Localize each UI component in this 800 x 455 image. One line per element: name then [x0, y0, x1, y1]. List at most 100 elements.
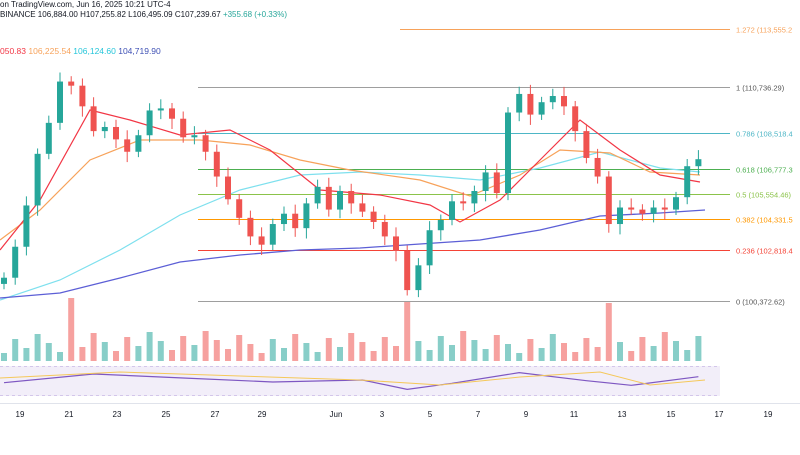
candle-body-19 — [213, 151, 220, 177]
volume-bar-26 — [292, 334, 299, 361]
candle-body-9 — [101, 126, 108, 132]
volume-bar-61 — [684, 350, 691, 361]
candle-body-60 — [673, 197, 679, 210]
volume-bar-55 — [617, 342, 623, 361]
source-text: on TradingView.com, Jun 16, 2025 10:21 U… — [0, 0, 171, 9]
ohlc-close: C107,239.67 — [174, 10, 221, 19]
x-tick-5: 29 — [258, 410, 267, 419]
volume-bar-52 — [583, 338, 590, 361]
volume-bar-2 — [23, 348, 30, 361]
volume-bar-59 — [661, 332, 668, 361]
volume-bar-22 — [247, 344, 254, 361]
candle-body-47 — [527, 93, 534, 115]
candle-body-56 — [628, 207, 635, 210]
ma-long-line — [0, 209, 706, 299]
ma-fast-value: 050.83 — [0, 46, 26, 56]
volume-bar-62 — [695, 336, 702, 361]
volume-bar-5 — [57, 352, 63, 361]
volume-bar-50 — [561, 343, 567, 361]
volume-bar-54 — [605, 303, 612, 361]
x-tick-3: 25 — [162, 410, 171, 419]
candle-body-52 — [583, 131, 590, 158]
candle-body-53 — [594, 157, 601, 177]
candle-body-23 — [258, 236, 265, 245]
volume-bar-53 — [594, 347, 601, 361]
candle-body-24 — [269, 224, 276, 245]
volume-bar-15 — [169, 350, 175, 361]
candle-body-35 — [393, 236, 399, 251]
volume-bar-4 — [45, 343, 52, 361]
fib-label-0: 1.272 (113,555.2 — [736, 26, 792, 35]
ohlc-low: L106,495.09 — [128, 10, 173, 19]
volume-bar-6 — [68, 298, 75, 361]
volume-bar-24 — [269, 339, 276, 361]
fib-label-3: 0.618 (106,777.3 — [736, 166, 793, 175]
volume-bar-18 — [202, 331, 209, 361]
x-tick-2: 23 — [113, 410, 122, 419]
candle-body-13 — [146, 110, 153, 136]
x-tick-8: 5 — [428, 410, 433, 419]
candle-body-21 — [236, 199, 243, 218]
volume-bar-29 — [325, 338, 332, 361]
candle-body-8 — [90, 106, 97, 132]
x-tick-11: 11 — [570, 410, 579, 419]
volume-bar-1 — [12, 339, 19, 361]
volume-bar-57 — [639, 337, 646, 361]
fib-label-1: 1 (110,736.29) — [736, 84, 785, 93]
candle-body-55 — [617, 207, 623, 225]
candle-body-41 — [460, 201, 467, 204]
volume-bar-7 — [79, 347, 86, 361]
ohlc-change: +355.68 (+0.33%) — [222, 10, 287, 19]
candle-body-62 — [695, 159, 702, 167]
volume-bar-3 — [34, 334, 41, 361]
fib-label-6: 0.236 (102,818.4 — [736, 247, 793, 256]
volume-bar-10 — [113, 351, 119, 361]
candle-body-44 — [493, 172, 500, 194]
volume-bar-42 — [471, 340, 478, 361]
candle-body-57 — [639, 209, 646, 214]
volume-bar-25 — [281, 348, 287, 361]
candle-body-5 — [57, 81, 63, 123]
candle-body-10 — [113, 126, 119, 140]
volume-bar-19 — [213, 340, 220, 361]
volume-bar-27 — [303, 343, 310, 361]
candle-body-11 — [124, 139, 131, 152]
x-tick-9: 7 — [476, 410, 481, 419]
candle-body-29 — [325, 186, 332, 210]
ohlc-legend: BINANCE 106,884.00 H107,255.82 L106,495.… — [0, 10, 287, 20]
volume-bar-48 — [538, 348, 545, 361]
volume-bar-39 — [437, 336, 444, 361]
volume-bar-38 — [426, 350, 433, 361]
candle-body-18 — [202, 135, 209, 152]
fib-label-5: 0.382 (104,331.5 — [736, 216, 793, 225]
candle-body-28 — [314, 186, 321, 204]
candle-body-31 — [348, 190, 355, 204]
volume-bar-8 — [90, 333, 97, 361]
ohlc-open: 106,884.00 — [37, 10, 78, 19]
candle-body-48 — [538, 102, 545, 115]
volume-bar-43 — [482, 349, 489, 361]
volume-bar-16 — [180, 336, 187, 361]
candle-body-58 — [650, 207, 657, 214]
ma-long-value: 104,719.90 — [118, 46, 161, 56]
x-tick-4: 27 — [211, 410, 220, 419]
volume-bar-12 — [135, 346, 142, 361]
volume-bar-17 — [191, 345, 198, 361]
candle-body-14 — [157, 108, 164, 111]
candle-body-1 — [12, 246, 19, 278]
candle-body-61 — [684, 166, 691, 198]
volume-bar-32 — [359, 342, 366, 361]
x-tick-15: 19 — [764, 410, 773, 419]
candle-body-25 — [281, 213, 287, 225]
candle-body-43 — [482, 172, 489, 191]
volume-bar-30 — [337, 347, 343, 361]
volume-bar-45 — [505, 344, 511, 361]
volume-bar-46 — [516, 353, 523, 361]
candle-body-16 — [180, 118, 187, 138]
candle-body-42 — [471, 190, 478, 204]
volume-bar-56 — [628, 351, 635, 361]
volume-bar-51 — [572, 352, 579, 361]
candle-body-50 — [561, 96, 567, 107]
